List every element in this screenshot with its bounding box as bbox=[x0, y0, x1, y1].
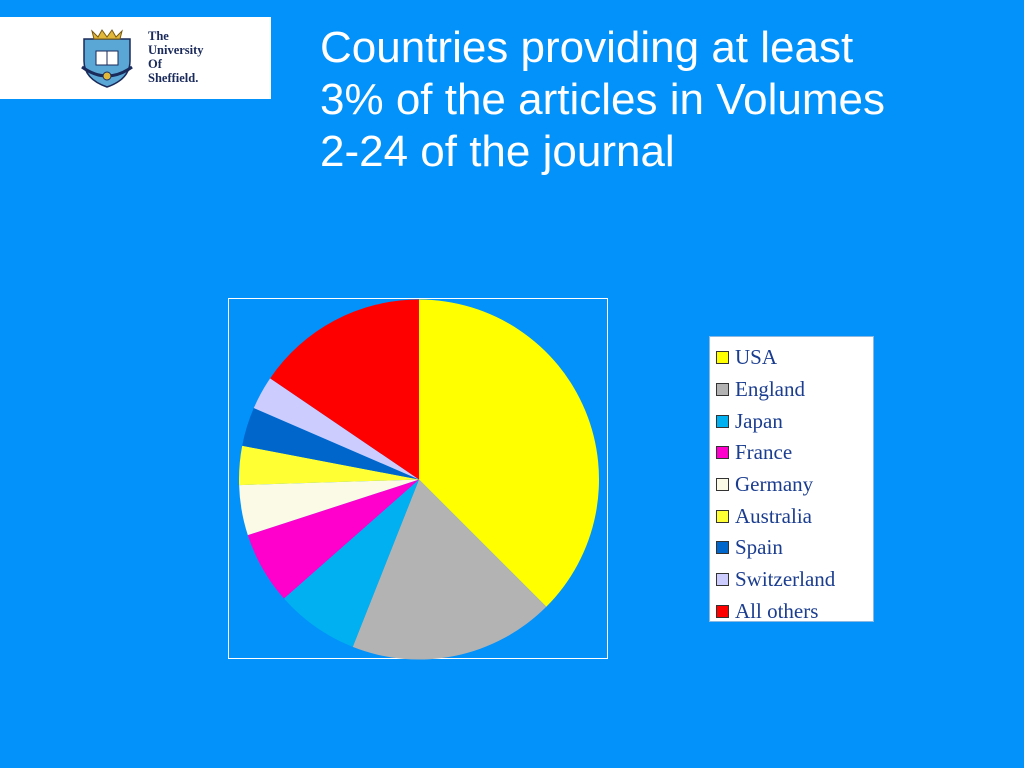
legend-item: Japan bbox=[716, 405, 873, 437]
university-wordmark: The University Of Sheffield. bbox=[148, 29, 204, 85]
university-crest-icon bbox=[81, 29, 133, 88]
legend-swatch bbox=[716, 383, 729, 397]
legend-item: USA bbox=[716, 342, 873, 374]
logo-line: The bbox=[148, 29, 169, 43]
legend-swatch bbox=[716, 446, 729, 460]
legend-swatch bbox=[716, 541, 729, 555]
pie-slice-japan bbox=[283, 479, 419, 647]
pie-chart bbox=[239, 299, 599, 660]
pie-slice-france bbox=[247, 479, 419, 599]
legend-item: England bbox=[716, 374, 873, 406]
legend-label: All others bbox=[735, 598, 819, 623]
legend-label: Spain bbox=[735, 535, 783, 560]
logo-line: Sheffield. bbox=[148, 71, 199, 85]
legend-label: USA bbox=[735, 345, 778, 370]
legend-swatch bbox=[716, 414, 729, 428]
logo-line: Of bbox=[148, 57, 162, 71]
legend-item: Germany bbox=[716, 469, 873, 501]
legend-label: Japan bbox=[735, 408, 783, 433]
legend-label: England bbox=[735, 377, 805, 402]
pie-slice-australia bbox=[239, 445, 419, 486]
pie-slice-usa bbox=[419, 299, 599, 607]
legend-label: Australia bbox=[735, 503, 812, 528]
legend-label: Switzerland bbox=[735, 567, 836, 592]
legend-item: Switzerland bbox=[716, 564, 873, 596]
legend-item: France bbox=[716, 437, 873, 469]
legend-label: Germany bbox=[735, 472, 814, 497]
pie-slice-england bbox=[352, 479, 547, 660]
legend-item: Spain bbox=[716, 532, 873, 564]
legend-swatch bbox=[716, 573, 729, 587]
title-line: Countries providing at least bbox=[320, 23, 854, 72]
legend-swatch bbox=[716, 509, 729, 523]
title-line: 3% of the articles in Volumes bbox=[320, 75, 885, 124]
pie-chart-frame bbox=[228, 298, 608, 660]
pie-slice-germany bbox=[239, 479, 419, 536]
legend-item: All others bbox=[716, 596, 873, 628]
pie-slice-switzerland bbox=[253, 378, 419, 480]
legend-item: Australia bbox=[716, 500, 873, 532]
legend-label: France bbox=[735, 440, 793, 465]
logo-line: University bbox=[148, 43, 204, 57]
legend-swatch bbox=[716, 478, 729, 492]
university-logo: The University Of Sheffield. bbox=[0, 17, 271, 99]
legend-swatch bbox=[716, 604, 729, 618]
slide-title: Countries providing at least 3% of the a… bbox=[320, 22, 1000, 178]
pie-slice-spain bbox=[242, 408, 419, 480]
legend-swatch bbox=[716, 351, 729, 365]
pie-slice-all-others bbox=[270, 299, 419, 480]
title-line: 2-24 of the journal bbox=[320, 127, 675, 176]
chart-legend: USA England Japan France Germany Australia Spa… bbox=[709, 336, 874, 623]
